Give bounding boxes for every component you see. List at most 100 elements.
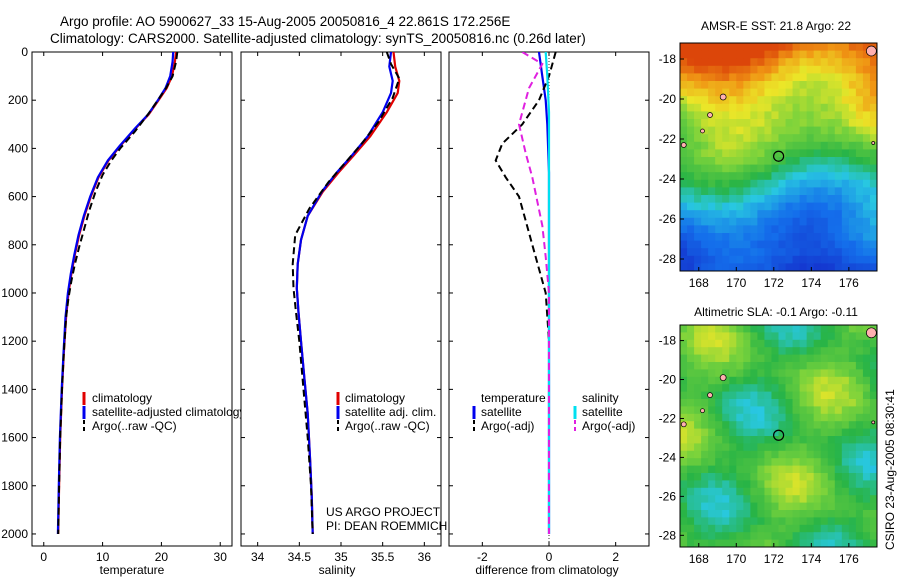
heatmap-cell bbox=[848, 202, 857, 211]
heatmap-cell bbox=[722, 450, 730, 459]
heatmap-cell bbox=[869, 421, 878, 429]
heatmap-cell bbox=[715, 443, 723, 452]
heatmap-cell bbox=[771, 376, 779, 385]
heatmap-cell bbox=[799, 149, 808, 158]
heatmap-cell bbox=[813, 50, 822, 59]
heatmap-cell bbox=[771, 391, 779, 400]
heatmap-cell bbox=[771, 339, 779, 348]
heatmap-cell bbox=[771, 172, 779, 181]
heatmap-cell bbox=[771, 119, 779, 127]
y-tick-label: -28 bbox=[659, 528, 677, 542]
heatmap-cell bbox=[855, 384, 864, 392]
heatmap-cell bbox=[785, 362, 793, 370]
heatmap-cell bbox=[757, 81, 765, 89]
heatmap-cell bbox=[792, 50, 801, 59]
heatmap-cell bbox=[701, 443, 709, 452]
heatmap-cell bbox=[869, 458, 878, 466]
heatmap-cell bbox=[680, 325, 688, 333]
heatmap-cell bbox=[757, 88, 765, 97]
heatmap-cell bbox=[771, 347, 779, 355]
heatmap-cell bbox=[778, 473, 786, 481]
heatmap-cell bbox=[757, 263, 765, 272]
heatmap-cell bbox=[827, 332, 836, 341]
salinity-lines bbox=[291, 52, 401, 535]
heatmap-cell bbox=[757, 495, 765, 503]
heatmap-cell bbox=[841, 50, 850, 59]
heatmap-cell bbox=[750, 473, 758, 481]
heatmap-cell bbox=[834, 111, 843, 120]
heatmap-cell bbox=[743, 458, 751, 466]
heatmap-cell bbox=[848, 103, 857, 112]
heatmap-cell bbox=[680, 443, 688, 452]
heatmap-cell bbox=[827, 88, 836, 97]
heatmap-cell bbox=[743, 502, 751, 511]
heatmap-cell bbox=[869, 369, 878, 378]
heatmap-cell bbox=[848, 510, 857, 518]
heatmap-cell bbox=[715, 164, 723, 173]
heatmap-cell bbox=[680, 510, 688, 518]
heatmap-cell bbox=[834, 362, 843, 370]
heatmap-cell bbox=[694, 495, 702, 503]
y-tick-label: 2000 bbox=[1, 527, 28, 541]
heatmap-cell bbox=[848, 134, 857, 143]
heatmap-cell bbox=[841, 539, 850, 548]
island-shape bbox=[866, 45, 877, 57]
heatmap-cell bbox=[757, 172, 765, 181]
heatmap-cell bbox=[680, 384, 688, 392]
heatmap-cell bbox=[778, 111, 786, 120]
heatmap-cell bbox=[869, 487, 878, 496]
heatmap-cell bbox=[694, 347, 702, 355]
heatmap-cell bbox=[680, 119, 688, 127]
heatmap-cell bbox=[813, 443, 822, 452]
heatmap-cell bbox=[729, 73, 737, 82]
heatmap-cell bbox=[722, 517, 730, 526]
heatmap-cell bbox=[729, 473, 737, 481]
heatmap-cell bbox=[757, 487, 765, 496]
heatmap-cell bbox=[687, 406, 695, 415]
heatmap-cell bbox=[827, 179, 836, 188]
heatmap-cell bbox=[687, 473, 695, 481]
heatmap-cell bbox=[757, 179, 765, 188]
heatmap-cell bbox=[764, 134, 772, 143]
heatmap-cell bbox=[855, 517, 864, 526]
heatmap-cell bbox=[750, 436, 758, 444]
heatmap-cell bbox=[729, 502, 737, 511]
heatmap-cell bbox=[764, 43, 772, 51]
heatmap-cell bbox=[771, 65, 779, 74]
heatmap-cell bbox=[820, 149, 829, 158]
heatmap-cell bbox=[701, 149, 709, 158]
heatmap-cell bbox=[806, 195, 815, 203]
sst-map-title: AMSR-E SST: 21.8 Argo: 22 bbox=[701, 19, 851, 33]
heatmap-cell bbox=[813, 43, 822, 51]
heatmap-cell bbox=[834, 240, 843, 249]
heatmap-cell bbox=[687, 195, 695, 203]
heatmap-cell bbox=[687, 502, 695, 511]
heatmap-cell bbox=[722, 217, 730, 226]
heatmap-cell bbox=[785, 43, 793, 51]
heatmap-cell bbox=[799, 384, 808, 392]
y-tick-label: -24 bbox=[659, 450, 677, 464]
y-tick-label: 1800 bbox=[1, 479, 28, 493]
salinity-panel: 34 34.5 35 35.5 36 salinity climatology sate… bbox=[240, 51, 447, 577]
heatmap-cell bbox=[785, 399, 793, 407]
y-tick-label: 1000 bbox=[1, 286, 28, 300]
heatmap-cell bbox=[715, 421, 723, 429]
heatmap-cell bbox=[750, 362, 758, 370]
heatmap-cell bbox=[813, 210, 822, 219]
heatmap-cell bbox=[778, 413, 786, 422]
heatmap-cell bbox=[785, 195, 793, 203]
heatmap-cell bbox=[757, 217, 765, 226]
heatmap-cell bbox=[841, 149, 850, 158]
heatmap-cell bbox=[869, 443, 878, 452]
heatmap-cell bbox=[708, 480, 716, 489]
heatmap-cell bbox=[729, 210, 737, 219]
heatmap-cell bbox=[813, 362, 822, 370]
y-tick-label: 1400 bbox=[1, 382, 28, 396]
heatmap-cell bbox=[827, 465, 836, 474]
heatmap-cell bbox=[771, 384, 779, 392]
heatmap-cell bbox=[785, 354, 793, 363]
heatmap-cell bbox=[778, 179, 786, 188]
heatmap-cell bbox=[750, 332, 758, 341]
heatmap-cell bbox=[722, 376, 730, 385]
heatmap-cell bbox=[862, 465, 871, 474]
